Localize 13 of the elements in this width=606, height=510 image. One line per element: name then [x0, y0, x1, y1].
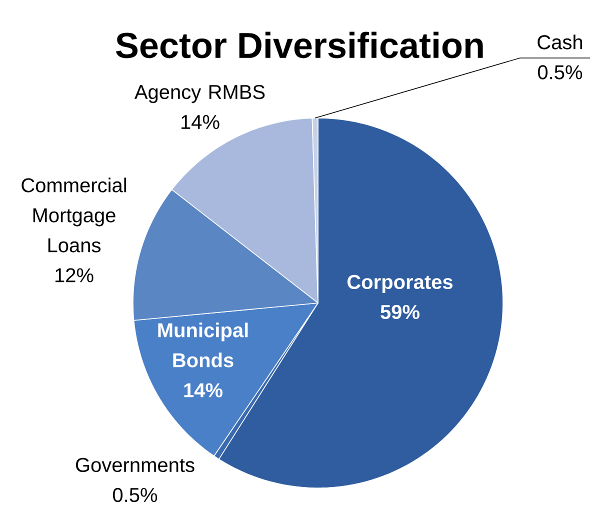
chart-title: Sector Diversification: [116, 32, 483, 58]
slice-label: Cash: [538, 34, 582, 50]
slice-label: Corporates: [347, 274, 453, 294]
data-label: 14%: [184, 383, 222, 398]
data-label: 14%: [182, 115, 220, 130]
data-label: 0.5%: [112, 488, 158, 502]
data-label: 12%: [56, 268, 94, 282]
data-label: 0.5%: [538, 65, 582, 80]
slice-label: Governments: [76, 458, 194, 472]
slice-label: Municipal Bonds: [158, 322, 248, 368]
slice-label: Commercial Mortgage Loans: [22, 178, 126, 252]
data-label: 59%: [380, 304, 420, 320]
slice-label: Agency RMBS: [134, 84, 265, 104]
